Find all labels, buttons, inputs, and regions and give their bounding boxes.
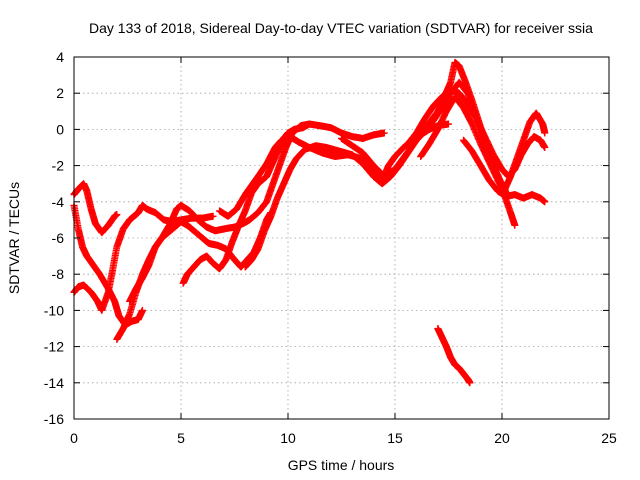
y-axis-title: SDTVAR / TECUs (6, 182, 22, 294)
x-tick-label: 20 (494, 430, 510, 446)
data-point (209, 212, 217, 220)
y-tick-label: -4 (52, 194, 65, 210)
x-tick-label: 5 (177, 430, 185, 446)
y-tick-label: 0 (56, 121, 64, 137)
chart-title: Day 133 of 2018, Sidereal Day-to-day VTE… (89, 20, 593, 36)
y-tick-label: -12 (44, 339, 64, 355)
grid-layer (74, 57, 609, 419)
y-tick-label: -6 (52, 230, 65, 246)
y-tick-label: -14 (44, 375, 64, 391)
data-points-layer (70, 58, 549, 387)
y-tick-label: 4 (56, 49, 64, 65)
y-tick-label: 2 (56, 85, 64, 101)
x-tick-label: 25 (601, 430, 617, 446)
x-tick-label: 10 (280, 430, 296, 446)
x-tick-label: 15 (387, 430, 403, 446)
series-track-2 (70, 201, 217, 314)
series-track-1 (70, 180, 121, 237)
x-tick-label: 0 (70, 430, 78, 446)
y-tick-label: -8 (52, 266, 65, 282)
x-axis-title: GPS time / hours (288, 457, 395, 473)
y-tick-label: -10 (44, 302, 64, 318)
y-tick-label: -16 (44, 411, 64, 427)
y-tick-label: -2 (52, 158, 65, 174)
data-point (113, 210, 121, 218)
